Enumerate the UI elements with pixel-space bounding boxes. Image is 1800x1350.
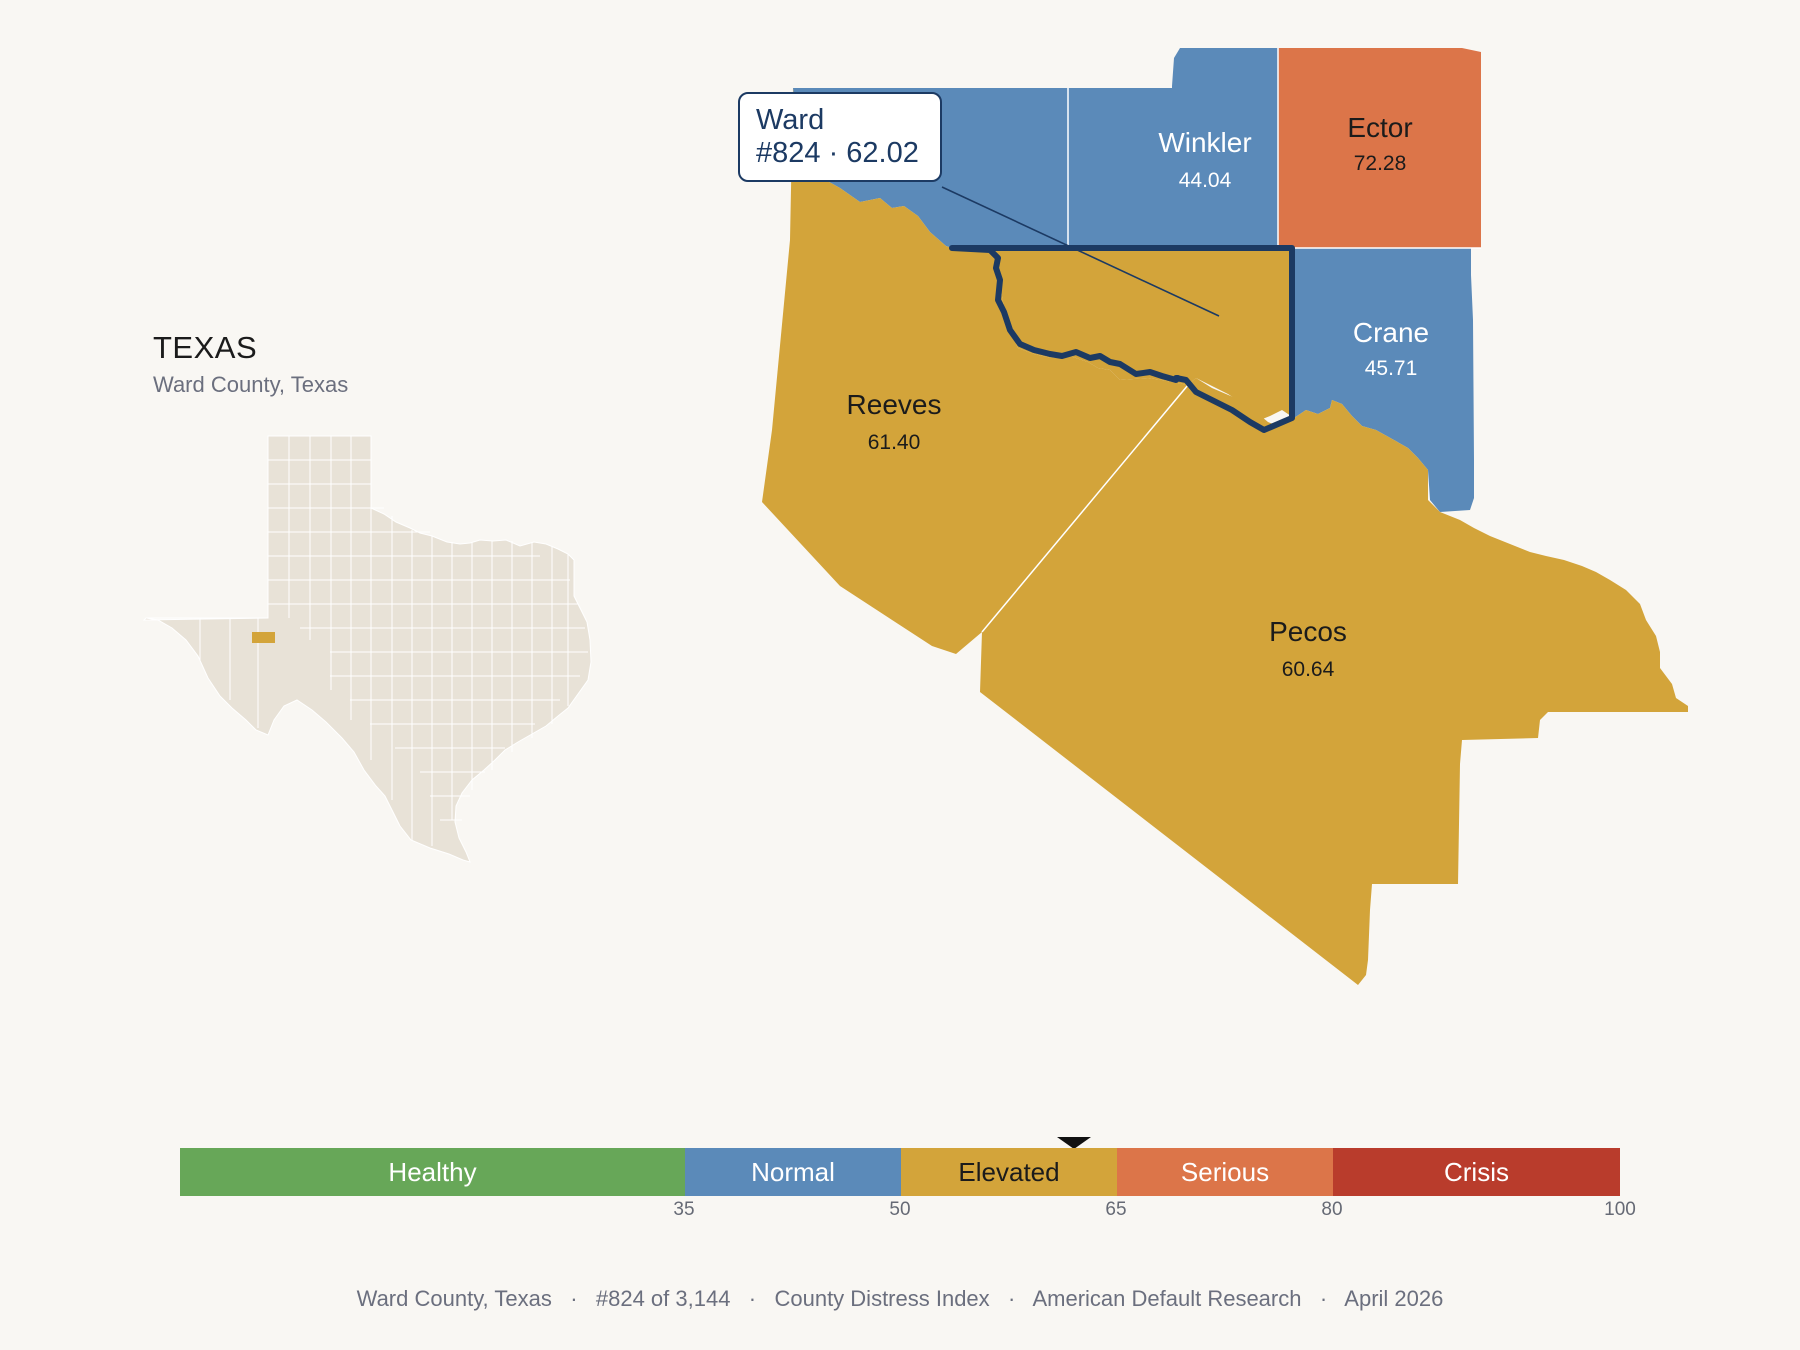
scale-tick-65: 65 [1105, 1199, 1127, 1220]
scale-tick-35: 35 [673, 1199, 695, 1220]
scale-segment-elevated: Elevated [901, 1148, 1117, 1196]
footer-separator: · [1008, 1286, 1016, 1311]
tooltip-rank-score: #824 · 62.02 [756, 137, 919, 169]
footer-publisher: American Default Research [1032, 1286, 1302, 1311]
county-value-crane: 45.71 [1365, 357, 1418, 380]
footer-separator: · [748, 1286, 757, 1311]
texas-inset-map [142, 435, 592, 863]
scale-segment-crisis: Crisis [1333, 1148, 1620, 1196]
scale-tick-80: 80 [1321, 1199, 1343, 1220]
scale-segment-healthy: Healthy [180, 1148, 685, 1196]
county-winkler[interactable] [1068, 48, 1278, 248]
footer-separator: · [570, 1286, 578, 1311]
ward-county-highlight-border [949, 245, 1295, 433]
footer-credits: Ward County, Texas · #824 of 3,144 · Cou… [0, 1286, 1800, 1312]
scale-segment-serious: Serious [1117, 1148, 1333, 1196]
county-value-ector: 72.28 [1354, 152, 1407, 175]
texas-state-shape [142, 435, 592, 863]
distress-scale-bar: Healthy Normal Elevated Serious Crisis [180, 1148, 1620, 1196]
county-tooltip: Ward #824 · 62.02 [738, 92, 942, 182]
footer-county: Ward County, Texas [356, 1286, 552, 1311]
state-subtitle: Ward County, Texas [153, 372, 349, 397]
county-value-pecos: 60.64 [1282, 658, 1335, 681]
county-crane[interactable] [1292, 248, 1474, 512]
footer-separator: · [1319, 1286, 1328, 1311]
state-title: TEXAS [153, 330, 258, 365]
tooltip-leader-line [941, 186, 1220, 317]
county-label-winkler: Winkler [1158, 127, 1251, 158]
scale-tick-100: 100 [1604, 1199, 1636, 1220]
county-label-crane: Crane [1353, 317, 1429, 348]
county-labels: Winkler 44.04 Ector 72.28 Crane 45.71 Re… [847, 112, 1430, 681]
ward-county-inset-marker [252, 632, 275, 643]
county-borders [981, 48, 1481, 633]
county-label-pecos: Pecos [1269, 616, 1347, 647]
county-pecos[interactable] [980, 378, 1688, 985]
county-value-winkler: 44.04 [1179, 169, 1232, 192]
county-ector[interactable] [1278, 48, 1481, 248]
scale-tick-50: 50 [889, 1199, 911, 1220]
county-label-ector: Ector [1347, 112, 1412, 143]
county-value-reeves: 61.40 [868, 431, 921, 454]
regional-counties [762, 48, 1688, 985]
tooltip-county-name: Ward [756, 104, 825, 136]
footer-index: County Distress Index [774, 1286, 990, 1311]
footer-date: April 2026 [1344, 1286, 1444, 1311]
texas-county-grid [146, 436, 588, 846]
county-ward[interactable] [952, 248, 1294, 420]
county-label-reeves: Reeves [847, 389, 942, 420]
scale-segment-normal: Normal [685, 1148, 901, 1196]
footer-rank: #824 of 3,144 [595, 1286, 731, 1311]
score-marker-icon [1057, 1137, 1092, 1149]
